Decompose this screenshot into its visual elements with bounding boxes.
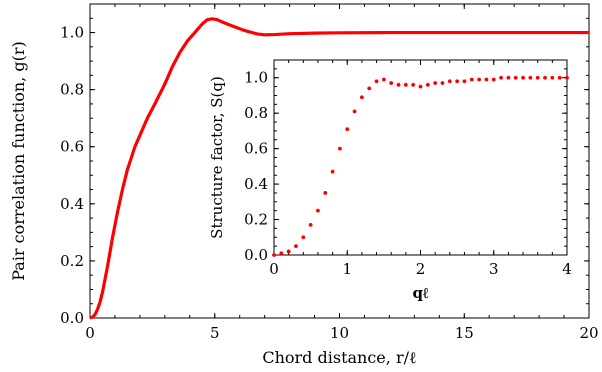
main-ytick-label: 0.4 bbox=[60, 195, 84, 213]
main-ylabel: Pair correlation function, g(r) bbox=[9, 41, 28, 281]
sq-point bbox=[418, 84, 423, 89]
main-ytick-label: 0.2 bbox=[60, 252, 84, 270]
inset-ytick-label: 1.0 bbox=[244, 69, 268, 87]
sq-point bbox=[484, 77, 489, 82]
sq-point bbox=[425, 82, 430, 87]
sq-point bbox=[338, 146, 342, 151]
sq-point bbox=[521, 75, 525, 80]
sq-point bbox=[345, 127, 350, 132]
sq-point bbox=[360, 95, 364, 100]
sq-point bbox=[381, 77, 386, 82]
sq-point bbox=[506, 75, 511, 80]
main-xlabel: Chord distance, r/ℓ bbox=[262, 348, 417, 367]
sq-point bbox=[301, 235, 306, 240]
sq-point bbox=[367, 86, 372, 91]
sq-point bbox=[403, 82, 408, 87]
inset-ytick-label: 0.4 bbox=[244, 175, 268, 193]
main-ytick-label: 1.0 bbox=[60, 24, 84, 42]
sq-point bbox=[374, 79, 379, 84]
sq-point bbox=[279, 251, 284, 256]
inset-xtick-label: 2 bbox=[416, 260, 426, 278]
sq-point bbox=[272, 253, 276, 257]
sq-point bbox=[550, 75, 555, 80]
inset-ylabel: Structure factor, S(q) bbox=[208, 76, 226, 239]
sq-point bbox=[286, 249, 291, 254]
sq-point bbox=[528, 75, 533, 80]
sq-point bbox=[447, 79, 452, 84]
sq-point bbox=[411, 82, 416, 87]
sq-point bbox=[462, 79, 467, 84]
inset-xtick-label: 0 bbox=[269, 260, 279, 278]
main-xtick-label: 5 bbox=[210, 324, 220, 342]
main-xtick-label: 15 bbox=[455, 324, 474, 342]
inset-frame bbox=[273, 59, 568, 256]
inset-ytick-label: 0.8 bbox=[244, 104, 268, 122]
main-ytick-label: 0.8 bbox=[60, 81, 84, 99]
sq-point bbox=[389, 81, 394, 85]
sq-point bbox=[469, 77, 474, 82]
gr-series-line bbox=[89, 17, 589, 320]
main-ytick-label: 0.0 bbox=[60, 309, 84, 327]
sq-point bbox=[513, 75, 518, 80]
sq-point bbox=[308, 222, 313, 227]
sq-point bbox=[491, 77, 496, 82]
inset-ytick-label: 0.2 bbox=[244, 211, 268, 229]
sq-point bbox=[557, 75, 562, 80]
sq-point bbox=[440, 81, 445, 85]
inset-xtick-label: 4 bbox=[562, 260, 572, 278]
sq-point bbox=[565, 75, 569, 80]
main-xtick-label: 20 bbox=[579, 324, 598, 342]
sq-point bbox=[455, 79, 460, 84]
main-xtick-label: 0 bbox=[85, 324, 95, 342]
inset-xlabel: qℓ bbox=[412, 284, 428, 302]
sq-point bbox=[330, 169, 335, 174]
sq-point bbox=[352, 109, 357, 114]
sq-point bbox=[535, 75, 540, 80]
inset-ytick-label: 0.0 bbox=[244, 246, 268, 264]
inset-xtick-label: 3 bbox=[489, 260, 499, 278]
inset-xtick-label: 1 bbox=[342, 260, 352, 278]
sq-point bbox=[316, 208, 320, 213]
main-xtick-label: 10 bbox=[330, 324, 349, 342]
inset-ytick-label: 0.6 bbox=[244, 140, 268, 158]
main-ytick-label: 0.6 bbox=[60, 138, 84, 156]
sq-point bbox=[294, 244, 298, 249]
sq-point bbox=[499, 75, 503, 80]
sq-point bbox=[477, 77, 481, 82]
sq-point bbox=[323, 191, 328, 195]
sq-point bbox=[543, 75, 547, 80]
sq-point bbox=[433, 81, 438, 85]
sq-point bbox=[396, 82, 401, 87]
